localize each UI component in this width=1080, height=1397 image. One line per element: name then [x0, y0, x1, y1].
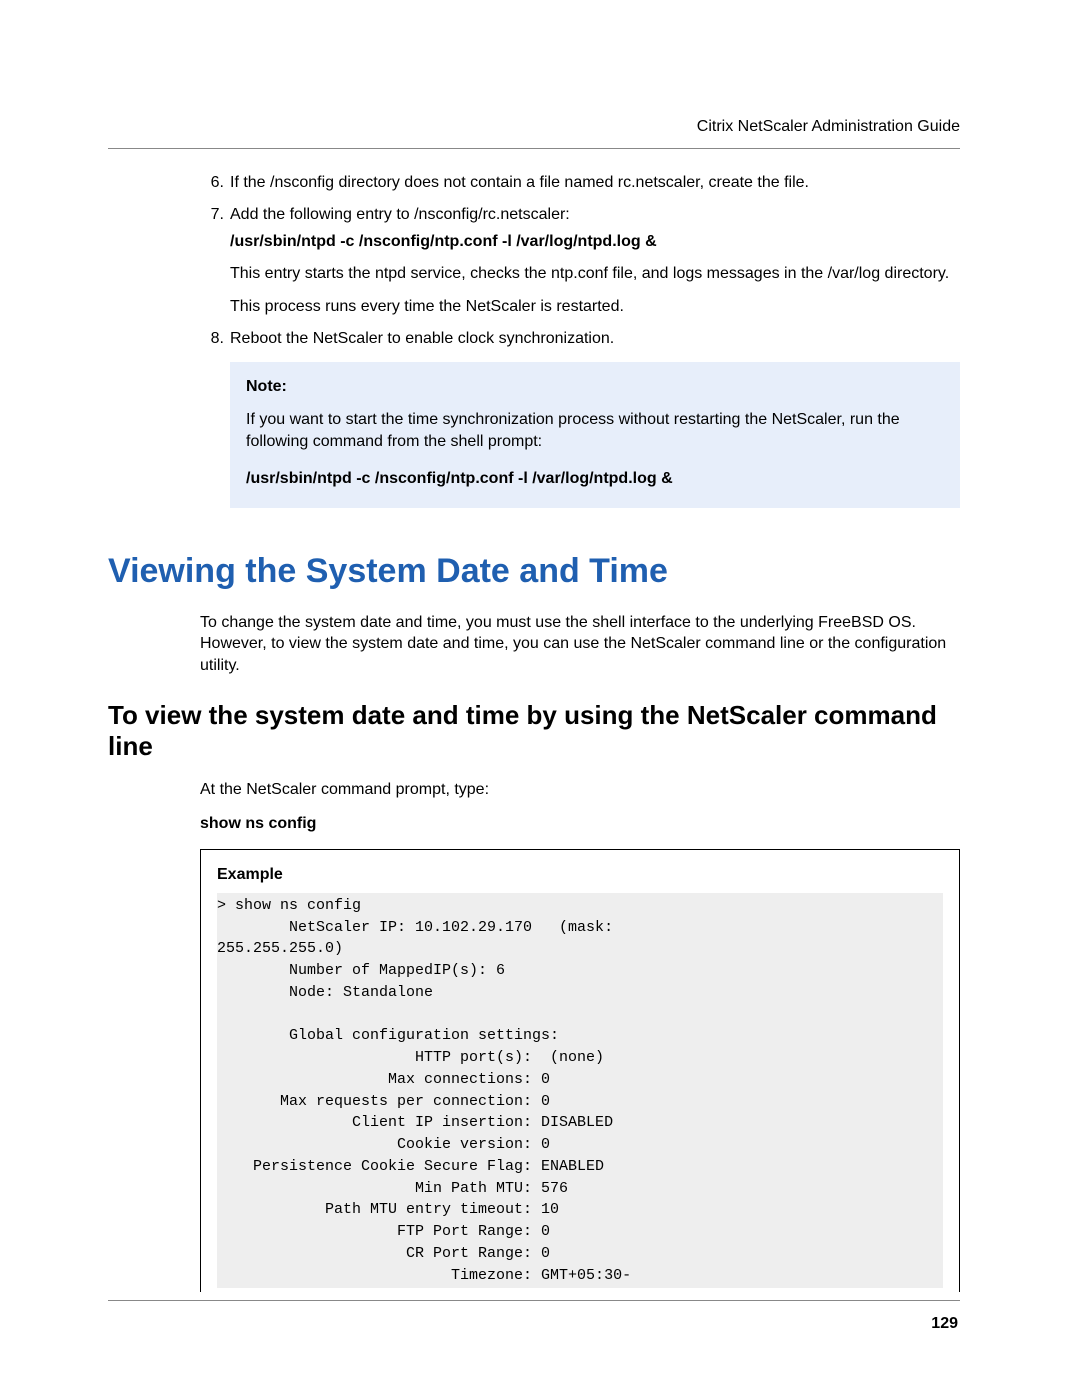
example-label: Example	[217, 864, 943, 886]
step-num: 8.	[200, 328, 224, 350]
note-box: Note: If you want to start the time sync…	[230, 362, 960, 508]
step-body: If the /nsconfig directory does not cont…	[230, 172, 960, 194]
note-command: /usr/sbin/ntpd -c /nsconfig/ntp.conf -l …	[246, 468, 944, 490]
note-label: Note:	[246, 376, 944, 398]
footer-rule	[108, 1300, 960, 1301]
step-para: This entry starts the ntpd service, chec…	[230, 263, 960, 285]
subsection-heading: To view the system date and time by usin…	[108, 700, 960, 762]
step-body: Add the following entry to /nsconfig/rc.…	[230, 204, 960, 318]
step-6: 6. If the /nsconfig directory does not c…	[200, 172, 960, 194]
header-title: Citrix NetScaler Administration Guide	[697, 118, 960, 136]
step-command: /usr/sbin/ntpd -c /nsconfig/ntp.conf -l …	[230, 231, 960, 253]
section-heading: Viewing the System Date and Time	[108, 548, 960, 596]
step-num: 7.	[200, 204, 224, 318]
note-text: If you want to start the time synchroniz…	[246, 409, 944, 454]
example-box: Example > show ns config NetScaler IP: 1…	[200, 849, 960, 1292]
header-rule	[108, 148, 960, 149]
example-code: > show ns config NetScaler IP: 10.102.29…	[217, 893, 943, 1289]
page-number: 129	[931, 1315, 958, 1333]
prompt-text: At the NetScaler command prompt, type:	[200, 779, 960, 801]
step-num: 6.	[200, 172, 224, 194]
step-para: This process runs every time the NetScal…	[230, 296, 960, 318]
step-8: 8. Reboot the NetScaler to enable clock …	[200, 328, 960, 350]
page-content: 6. If the /nsconfig directory does not c…	[200, 172, 960, 1292]
step-7: 7. Add the following entry to /nsconfig/…	[200, 204, 960, 318]
section-intro: To change the system date and time, you …	[200, 612, 960, 677]
step-text: Add the following entry to /nsconfig/rc.…	[230, 204, 960, 226]
show-command: show ns config	[200, 813, 960, 835]
step-body: Reboot the NetScaler to enable clock syn…	[230, 328, 960, 350]
